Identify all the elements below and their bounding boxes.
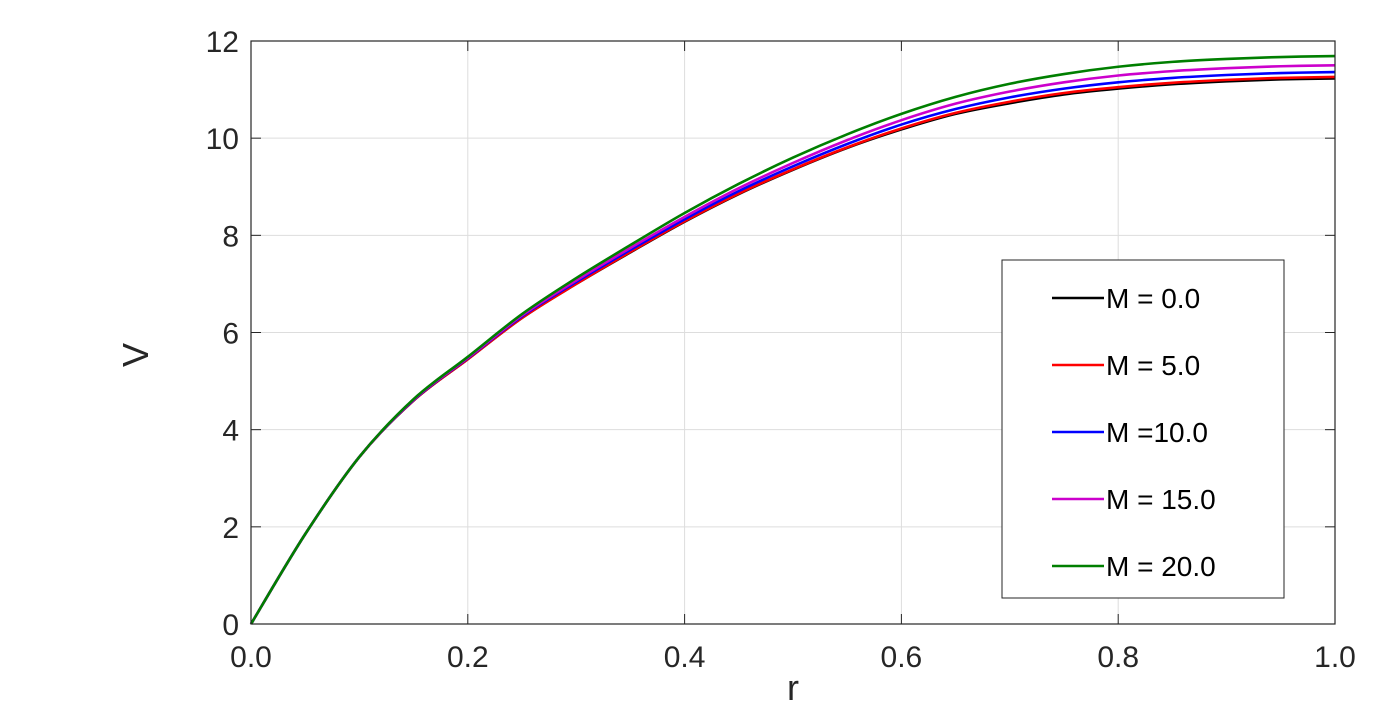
legend-box: [1001, 259, 1285, 599]
legend-label-0: M = 0.0: [1106, 283, 1200, 314]
y-axis-label: V: [115, 343, 156, 367]
y-tick-label: 0: [222, 609, 239, 642]
y-tick-label: 6: [222, 318, 239, 351]
legend-label-2: M =10.0: [1106, 417, 1208, 448]
legend-label-3: M = 15.0: [1106, 484, 1216, 515]
series-line-4: [249, 54, 1336, 625]
legend: M = 0.0 M = 5.0 M =10.0 M = 15.0 M = 20.0: [1001, 259, 1285, 599]
legend-label-1: M = 5.0: [1106, 350, 1200, 381]
x-tick-label: 0.2: [447, 641, 489, 674]
y-tick-label: 8: [222, 220, 239, 253]
series-lines: [249, 54, 1336, 625]
axis-ticks: 0.0 0.2 0.4 0.6 0.8 1.0 0 2 4 6 8 10 12: [206, 26, 1356, 674]
x-axis-label: r: [787, 667, 799, 708]
y-tick-label: 2: [222, 512, 239, 545]
y-tick-label: 4: [222, 415, 239, 448]
x-tick-label: 0.8: [1097, 641, 1139, 674]
legend-label-4: M = 20.0: [1106, 551, 1216, 582]
x-tick-label: 0.0: [230, 641, 272, 674]
y-tick-label: 12: [206, 26, 239, 59]
x-tick-label: 1.0: [1314, 641, 1356, 674]
x-tick-label: 0.6: [881, 641, 923, 674]
y-tick-label: 10: [206, 123, 239, 156]
x-tick-label: 0.4: [664, 641, 706, 674]
